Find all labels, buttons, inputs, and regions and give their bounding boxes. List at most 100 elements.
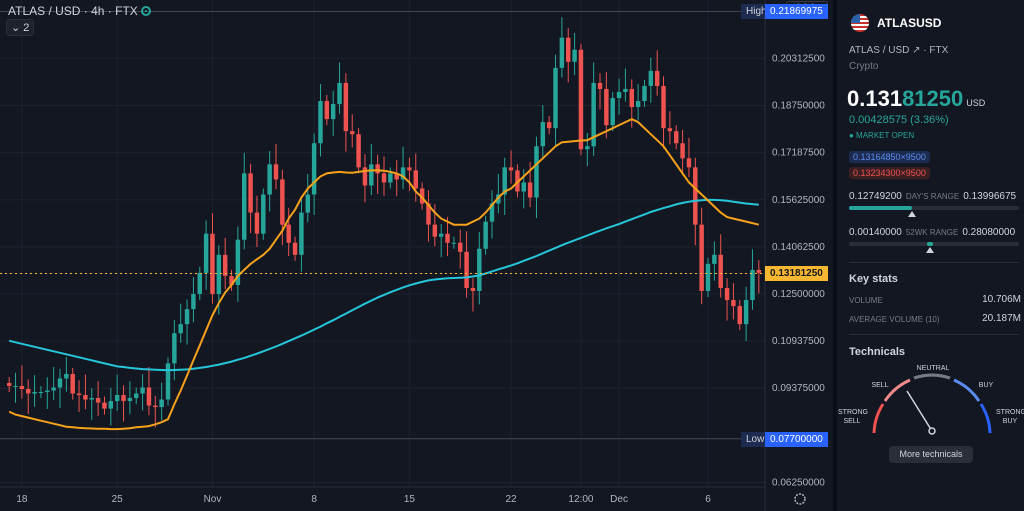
chart-svg[interactable]: 0.20312500 0.18750000 0.17187500 0.15625000… (0, 0, 832, 511)
candle-body (419, 188, 425, 204)
y-tick-label: 0.12500000 (772, 289, 825, 300)
candle-body (718, 254, 723, 288)
y-tick-label: 0.15625000 (772, 195, 825, 206)
y-tick-label: 0.20312500 (772, 53, 825, 64)
candle-body (102, 402, 107, 409)
candle-body (64, 373, 69, 379)
candle-body (191, 294, 196, 310)
y-tick-label: 0.10937500 (772, 336, 825, 347)
price-change: 0.00428575 (3.36%) (849, 114, 949, 126)
candle-body (686, 158, 692, 168)
candle-body (458, 242, 463, 252)
candle-body (470, 287, 476, 291)
ema-slow-line (8, 198, 759, 372)
candle-body (273, 164, 279, 180)
x-tick-label: Dec (610, 494, 628, 505)
days-range-row: 0.12749200 DAY'S RANGE 0.13996675 (849, 191, 1021, 202)
volume-row: VOLUME 10.706M (849, 294, 1021, 305)
indicators-toggle[interactable]: ⌄ 2 (6, 19, 35, 36)
candle-body (724, 287, 730, 301)
y-tick-label: 0.09375000 (772, 383, 825, 394)
wk52-position-mark (927, 242, 934, 246)
candle-body (153, 405, 158, 408)
sidebar-symbol-title[interactable]: ATLASUSD (877, 16, 942, 30)
ema-fast-line (8, 117, 760, 431)
candle-body (222, 254, 228, 276)
candle-body (483, 221, 488, 249)
candle-body (464, 251, 469, 288)
candle-body (57, 378, 63, 388)
candle-body (705, 263, 711, 291)
live-status-icon (141, 6, 151, 16)
candle-body (127, 398, 133, 402)
chart-area[interactable]: 0.20312500 0.18750000 0.17187500 0.15625000… (0, 0, 832, 511)
wk52-high: 0.28080000 (962, 227, 1016, 238)
candle-body (407, 167, 412, 171)
low-label: Low (741, 431, 770, 447)
avg-volume-label: AVERAGE VOLUME (10) (849, 315, 940, 324)
candle-body (546, 122, 552, 129)
high-label: High (741, 4, 772, 20)
candle-body (559, 37, 565, 68)
current-price-tag: 0.13181250 (765, 266, 828, 282)
candle-body (743, 300, 749, 325)
symbol-line: ATLAS / USD · 4h · FTX (8, 4, 138, 18)
candle-body (648, 70, 654, 86)
divider (849, 334, 1019, 335)
candle-body (108, 401, 114, 409)
x-tick-label: 18 (16, 494, 28, 505)
wk52-range-bar (849, 242, 1019, 246)
candle-body (114, 395, 120, 402)
candle-body (553, 67, 558, 129)
candle-body (400, 167, 406, 180)
candle-body (515, 170, 520, 192)
candle-body (737, 306, 742, 325)
candle-body (95, 398, 101, 403)
candle-body (699, 224, 704, 291)
candle-body (242, 173, 247, 240)
days-range-low: 0.12749200 (849, 191, 902, 202)
sidebar-asset-type: Crypto (849, 61, 879, 72)
candle-body (451, 242, 457, 244)
candle-body (356, 134, 361, 168)
candle-body (261, 194, 266, 234)
candle-body (674, 131, 679, 144)
candle-body (578, 49, 584, 150)
candle-body (477, 248, 482, 291)
candle-body (712, 254, 717, 264)
candle-body (70, 373, 75, 394)
candle-body (654, 70, 660, 86)
candle-body (604, 88, 609, 126)
gauge-strong-buy-label: STRONG BUY (996, 409, 1024, 425)
technicals-title: Technicals (849, 346, 906, 358)
candle-body (369, 164, 374, 186)
candle-body (731, 300, 736, 307)
low-value-tag: 0.07700000 (765, 431, 828, 447)
candle-body (693, 167, 698, 225)
candle-body (362, 167, 368, 186)
candle-body (426, 203, 431, 225)
wk52-low: 0.00140000 (849, 227, 902, 238)
sidebar-exchange-line[interactable]: ATLAS / USD ↗ · FTX (849, 45, 949, 56)
candle-body (756, 269, 762, 273)
candle-body (216, 254, 222, 295)
candle-body (280, 179, 285, 225)
candle-body (210, 233, 215, 295)
candle-body (172, 333, 177, 364)
candle-body (489, 203, 495, 222)
settings-gear-icon[interactable] (794, 493, 806, 505)
more-technicals-button[interactable]: More technicals (889, 446, 973, 463)
candle-body (585, 146, 590, 150)
candle-body (178, 324, 183, 334)
candle-body (508, 167, 514, 171)
wk52-label: 52WK RANGE (905, 228, 959, 237)
candle-body (343, 82, 349, 132)
candle-body (566, 37, 571, 62)
candle-body (32, 392, 37, 394)
x-tick-label: 25 (112, 494, 124, 505)
candle-body (286, 224, 291, 243)
candle-body (45, 390, 50, 393)
candle-body (305, 194, 310, 213)
candle-body (635, 101, 641, 108)
candle-body (388, 173, 393, 183)
